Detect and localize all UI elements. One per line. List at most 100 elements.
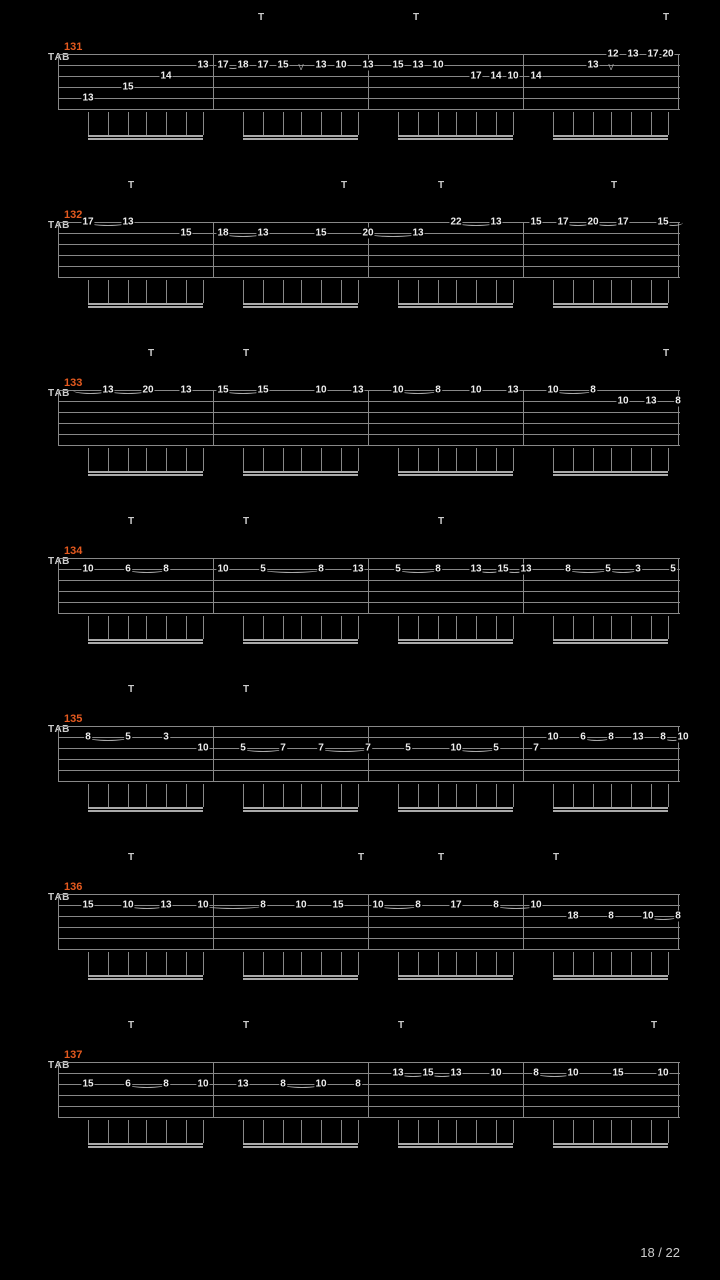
barline — [58, 54, 59, 109]
fret-number: 8 — [607, 732, 615, 743]
t-marker: T — [148, 348, 154, 359]
barline — [523, 222, 524, 277]
staff-line — [58, 423, 680, 424]
t-marker: T — [358, 852, 364, 863]
v-mark: V — [608, 63, 613, 72]
t-marker: T — [128, 180, 134, 191]
staff: 151013108101510817810188108 — [58, 894, 680, 949]
fret-number: 7 — [532, 743, 540, 754]
stems — [58, 784, 680, 814]
stem-group — [243, 952, 358, 980]
fret-number: 8 — [162, 1079, 170, 1090]
fret-number: 14 — [489, 71, 502, 82]
fret-number: 18 — [216, 228, 229, 239]
fret-number: 10 — [469, 385, 482, 396]
t-markers: TTTT — [40, 852, 680, 864]
fret-number: 13 — [644, 396, 657, 407]
tie — [243, 745, 283, 752]
fret-number: 17 — [256, 60, 269, 71]
stem-group — [398, 280, 513, 308]
staff-line — [58, 781, 680, 782]
fret-number: 5 — [239, 743, 247, 754]
measure: TTTT132T A B1713151813152013221315172017… — [40, 198, 680, 318]
staff-line — [58, 580, 680, 581]
stem-group — [553, 1120, 668, 1148]
fret-number: 8 — [589, 385, 597, 396]
t-marker: T — [341, 180, 347, 191]
fret-number: 8 — [564, 564, 572, 575]
t-marker: T — [243, 348, 249, 359]
fret-number: 13 — [626, 49, 639, 60]
staff-line — [58, 434, 680, 435]
fret-number: 13 — [586, 60, 599, 71]
stem-group — [398, 952, 513, 980]
fret-number: 8 — [492, 900, 500, 911]
fret-number: 17 — [616, 217, 629, 228]
barline — [523, 390, 524, 445]
staff-line — [58, 244, 680, 245]
fret-number: 6 — [579, 732, 587, 743]
stem-group — [243, 448, 358, 476]
t-markers: TTT — [40, 516, 680, 528]
measure: TTTT137T A B156810138108131513108101510 — [40, 1038, 680, 1158]
fret-number: 10 — [616, 396, 629, 407]
barline — [58, 894, 59, 949]
stem-group — [553, 616, 668, 644]
t-marker: T — [611, 180, 617, 191]
fret-number: 17 — [81, 217, 94, 228]
fret-number: 15 — [256, 385, 269, 396]
t-marker: T — [553, 852, 559, 863]
t-marker: T — [398, 1020, 404, 1031]
fret-number: 13 — [631, 732, 644, 743]
staff-line — [58, 87, 680, 88]
fret-number: 10 — [81, 564, 94, 575]
fret-number: 13 — [159, 900, 172, 911]
staff-line — [58, 916, 680, 917]
fret-number: 13 — [121, 217, 134, 228]
tie — [128, 1081, 166, 1088]
fret-number: 17 — [556, 217, 569, 228]
fret-number: 14 — [159, 71, 172, 82]
v-mark: V — [298, 63, 303, 72]
staff-line — [58, 1095, 680, 1096]
fret-number: 8 — [674, 396, 682, 407]
fret-number: 15 — [496, 564, 509, 575]
t-marker: T — [663, 12, 669, 23]
fret-number: 15 — [81, 900, 94, 911]
stem-group — [88, 1120, 203, 1148]
fret-number: 15 — [331, 900, 344, 911]
staff-line — [58, 266, 680, 267]
fret-number: 15 — [529, 217, 542, 228]
fret-number: 13 — [469, 564, 482, 575]
fret-number: 13 — [256, 228, 269, 239]
fret-number: 13 — [351, 564, 364, 575]
fret-number: 15 — [276, 60, 289, 71]
barline — [58, 1062, 59, 1117]
fret-number: 10 — [506, 71, 519, 82]
staff-line — [58, 759, 680, 760]
fret-number: 10 — [431, 60, 444, 71]
barline — [523, 54, 524, 109]
staff: 13201315151013108101310810138 — [58, 390, 680, 445]
barline — [368, 390, 369, 445]
fret-number: 7 — [279, 743, 287, 754]
fret-number: 10 — [196, 1079, 209, 1090]
fret-number: 5 — [604, 564, 612, 575]
fret-number: 13 — [411, 60, 424, 71]
barline — [678, 894, 679, 949]
barline — [523, 726, 524, 781]
fret-number: 13 — [489, 217, 502, 228]
fret-number: 20 — [586, 217, 599, 228]
fret-number: 10 — [546, 385, 559, 396]
fret-number: 13 — [236, 1079, 249, 1090]
tie — [88, 734, 128, 741]
stem-group — [88, 280, 203, 308]
fret-number: 18 — [236, 60, 249, 71]
fret-number: 15 — [421, 1068, 434, 1079]
barline — [368, 1062, 369, 1117]
fret-number: 17 — [449, 900, 462, 911]
stem-group — [88, 112, 203, 140]
fret-number: 8 — [434, 564, 442, 575]
fret-number: 8 — [607, 911, 615, 922]
fret-number: 10 — [121, 900, 134, 911]
